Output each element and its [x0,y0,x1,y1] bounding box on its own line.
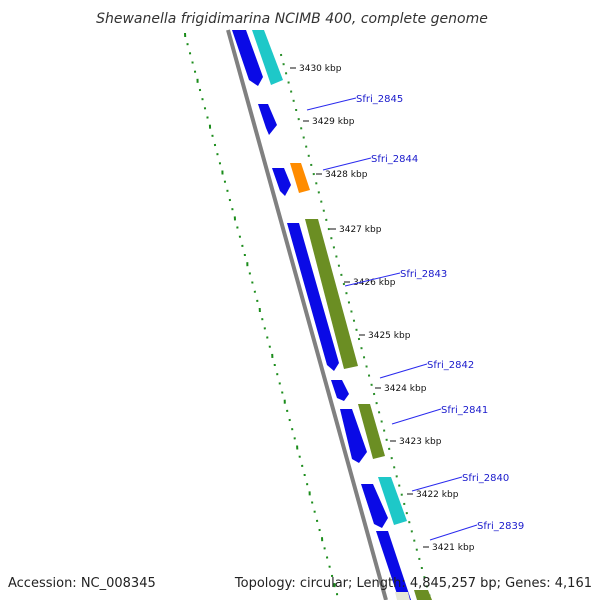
gene-label[interactable]: Sfri_2839 [477,521,524,532]
kbp-tick-label: 3424 kbp [384,384,427,394]
olive-feature[interactable] [358,404,385,459]
cds-forward-feature[interactable] [376,531,411,600]
gene-label-line [411,476,463,492]
gene-label[interactable]: Sfri_2841 [441,405,488,416]
kbp-tick-label: 3429 kbp [312,117,355,127]
kbp-tick-label: 3428 kbp [325,170,368,180]
kbp-axis: 3430 kbp 3429 kbp 3428 kbp 3427 kbp 3426… [290,64,475,553]
rrna-feature[interactable] [252,30,283,85]
gene-label[interactable]: Sfri_2840 [462,473,509,484]
kbp-tick-label: 3425 kbp [368,331,411,341]
cds-forward-feature[interactable] [232,30,263,86]
genome-title: Shewanella frigidimarina NCIMB 400, comp… [96,11,488,27]
gene-label[interactable]: Sfri_2842 [427,360,474,371]
kbp-tick-label: 3426 kbp [353,278,396,288]
gene-label-line [322,157,372,171]
gene-label[interactable]: Sfri_2843 [400,269,447,280]
orange-feature[interactable] [290,163,310,193]
kbp-tick-label: 3427 kbp [339,225,382,235]
cds-forward-feature[interactable] [331,380,349,401]
genome-backbone [226,29,388,600]
cds-forward-feature[interactable] [272,168,291,196]
gene-label-line [306,97,357,111]
kbp-tick-label: 3423 kbp [399,437,442,447]
cds-forward-feature[interactable] [287,223,339,371]
rrna-feature[interactable] [378,477,407,525]
kbp-tick-label: 3422 kbp [416,490,459,500]
gene-label-line [379,363,428,379]
kbp-tick-label: 3421 kbp [432,543,475,553]
gene-label[interactable]: Sfri_2844 [371,154,418,165]
cds-forward-feature[interactable] [258,104,277,135]
gene-label[interactable]: Sfri_2845 [356,94,403,105]
gene-label-line [344,272,401,287]
gene-label-layer: Sfri_2845 Sfri_2844 Sfri_2843 Sfri_2842 … [306,94,524,541]
accession-text: Accession: NC_008345 [8,576,156,591]
gene-label-line [429,524,478,541]
kbp-tick-label: 3430 kbp [299,64,342,74]
cds-forward-feature[interactable] [340,409,367,463]
tick-track [280,53,431,597]
gc-skew-track [184,32,339,596]
genome-summary-text: Topology: circular; Length: 4,845,257 bp… [234,576,592,591]
olive-feature[interactable] [305,219,358,369]
cds-forward-feature[interactable] [361,484,388,528]
feature-track [232,30,432,600]
olive-feature[interactable] [414,590,432,600]
gene-label-line [391,408,442,425]
pale-feature [395,592,410,600]
